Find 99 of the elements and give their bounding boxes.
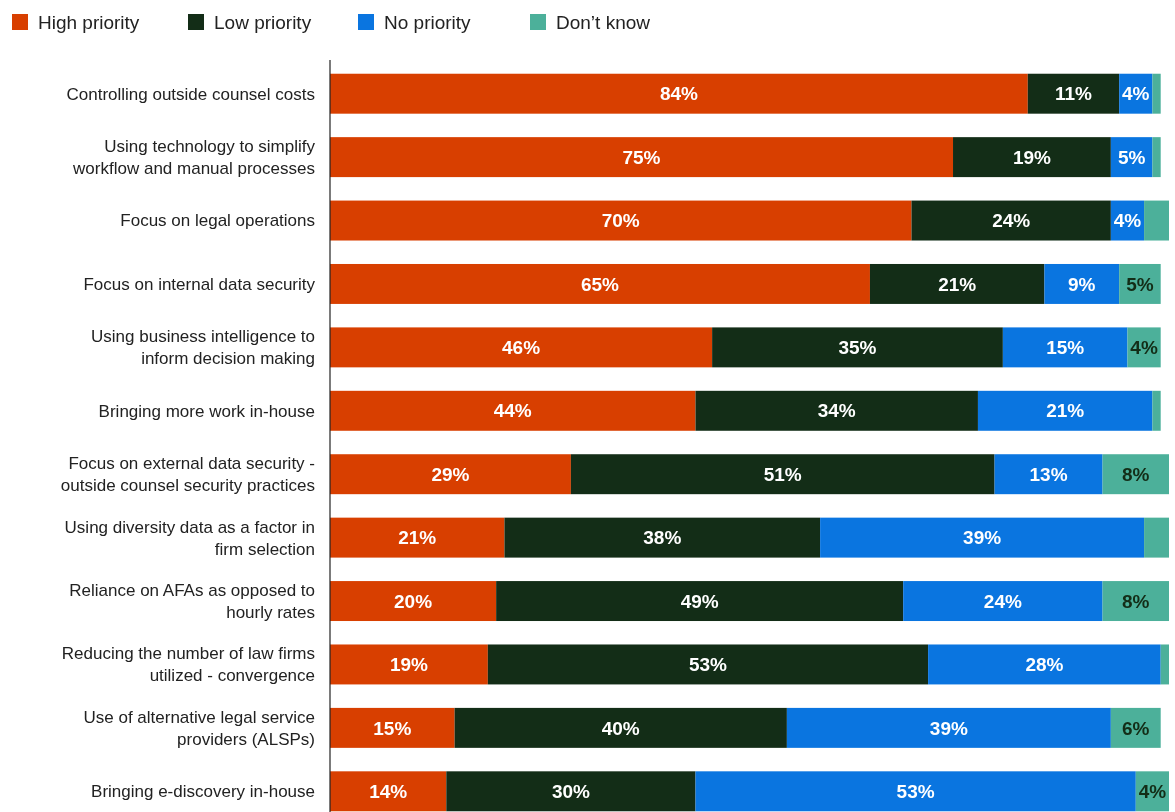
data-label: 84% <box>659 83 699 105</box>
bar <box>1002 327 1128 368</box>
data-label: 9% <box>1068 273 1096 295</box>
y-tick-label: Focus on legal operations <box>120 211 315 231</box>
bar <box>903 581 1103 622</box>
data-label: 75% <box>622 146 661 168</box>
legend-label: No priority <box>384 11 472 33</box>
bar <box>454 707 787 748</box>
data-label: 39% <box>963 527 1002 549</box>
bar <box>994 454 1103 495</box>
data-label: 8% <box>1122 590 1150 612</box>
bar <box>330 327 713 368</box>
bar <box>504 517 821 558</box>
bar <box>1152 137 1161 178</box>
data-label: 34% <box>817 400 856 422</box>
y-tick-label: Controlling outside counsel costs <box>66 84 315 104</box>
data-label: 15% <box>1046 337 1085 359</box>
bar <box>1102 581 1169 622</box>
data-label: 38% <box>643 527 682 549</box>
data-label: 53% <box>896 780 935 802</box>
y-tick-label: Focus on internal data security <box>83 274 316 294</box>
bar <box>1027 73 1120 114</box>
bar <box>977 390 1153 431</box>
bar <box>496 581 904 622</box>
bar <box>869 263 1045 304</box>
data-label: 40% <box>601 717 640 739</box>
data-label: 51% <box>763 463 802 485</box>
bar <box>1144 517 1169 558</box>
bar <box>953 137 1111 178</box>
bar <box>1144 200 1169 241</box>
data-label: 53% <box>688 654 728 676</box>
bar <box>330 73 1028 114</box>
data-label: 21% <box>938 273 977 295</box>
bar <box>330 707 455 748</box>
legend-label: Don’t know <box>556 11 651 33</box>
bar <box>1152 390 1161 431</box>
data-label: 14% <box>369 780 408 802</box>
y-tick-label: Focus on external data security - outside counsel security practices <box>60 454 315 496</box>
data-label: 21% <box>1046 400 1085 422</box>
bar <box>695 771 1136 812</box>
data-label: 19% <box>1012 146 1052 168</box>
bar <box>330 517 505 558</box>
data-label: 35% <box>838 337 877 359</box>
data-label: 13% <box>1029 463 1068 485</box>
y-tick-label: Bringing more work in-house <box>98 401 315 421</box>
data-label: 49% <box>680 590 719 612</box>
data-label: 11% <box>1054 83 1093 105</box>
bar <box>487 644 929 685</box>
bar <box>1102 454 1169 495</box>
data-label: 4% <box>1122 83 1150 105</box>
bar <box>330 137 954 178</box>
data-label: 5% <box>1126 273 1154 295</box>
bar <box>330 263 870 304</box>
data-label: 46% <box>502 337 541 359</box>
y-tick-label: Using diversity data as a factor in firm selection <box>64 517 315 559</box>
bar <box>330 644 488 685</box>
bar <box>446 771 696 812</box>
bar <box>570 454 995 495</box>
y-tick-label: Reliance on AFAs as opposed to hourly rates <box>69 580 315 622</box>
bar <box>712 327 1003 368</box>
bar <box>1044 263 1120 304</box>
y-tick-label: Using business intelligence to inform decision making <box>91 327 315 369</box>
data-label: 21% <box>398 527 437 549</box>
bar <box>911 200 1111 241</box>
data-label: 4% <box>1130 337 1158 359</box>
data-label: 39% <box>929 717 968 739</box>
data-label: 15% <box>373 717 412 739</box>
data-label: 20% <box>394 590 433 612</box>
data-label: 30% <box>551 780 591 802</box>
bar <box>695 390 978 431</box>
bar <box>1152 73 1161 114</box>
y-tick-label: Using technology to simplify workflow and manual processes <box>72 137 316 179</box>
data-label: 28% <box>1025 654 1064 676</box>
data-label: 4% <box>1138 780 1167 802</box>
data-label: 29% <box>431 463 470 485</box>
y-tick-label: Use of alternative legal service providers (ALSPs) <box>83 707 315 749</box>
data-label: 8% <box>1122 463 1150 485</box>
bar <box>330 581 497 622</box>
bar <box>330 771 447 812</box>
bar <box>1160 644 1169 685</box>
data-label: 19% <box>389 654 429 676</box>
data-label: 24% <box>992 210 1031 232</box>
bar <box>330 200 912 241</box>
legend-label: Low priority <box>214 11 312 33</box>
data-label: 5% <box>1117 146 1146 168</box>
bar <box>928 644 1161 685</box>
y-tick-label: Reducing the number of law firms utilized - convergence <box>61 644 315 686</box>
bar <box>330 454 571 495</box>
bar <box>330 390 696 431</box>
data-label: 24% <box>983 590 1022 612</box>
data-label: 44% <box>493 400 532 422</box>
data-label: 65% <box>580 273 620 295</box>
bar <box>820 517 1145 558</box>
bar <box>786 707 1111 748</box>
data-label: 6% <box>1122 717 1150 739</box>
data-label: 4% <box>1113 210 1142 232</box>
data-label: 70% <box>601 210 640 232</box>
legend-label: High priority <box>38 11 140 33</box>
y-tick-label: Bringing e-discovery in-house <box>91 782 315 802</box>
